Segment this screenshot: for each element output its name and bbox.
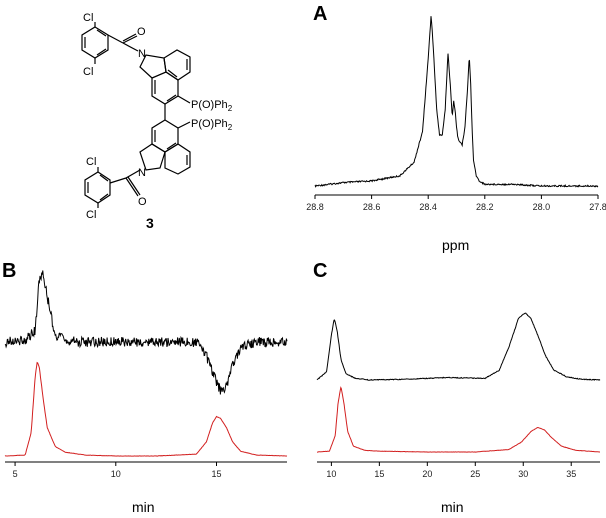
x-tick-label: 35 — [566, 469, 576, 479]
panel-b-x-axis-label: min — [132, 499, 155, 515]
x-tick-label: 10 — [111, 469, 121, 479]
panel-a-ticks: 28.8 28.6 28.4 28.2 28.0 27.8 — [306, 195, 606, 212]
panel-b-chromatogram: B 5 10 15 min — [2, 260, 288, 515]
upper-benzo-ring — [163, 49, 191, 81]
x-tick-label: 28.0 — [533, 202, 551, 212]
x-tick-label: 15 — [374, 469, 384, 479]
panel-b-uv-trace — [4, 361, 288, 457]
x-tick-label: 28.6 — [363, 202, 381, 212]
x-tick-label: 30 — [518, 469, 528, 479]
panel-b-ticks: 5 10 15 — [13, 462, 222, 479]
upper-aryl-ring — [81, 26, 109, 59]
panel-c-uv-trace — [317, 386, 600, 453]
x-tick-label: 5 — [13, 469, 18, 479]
oxygen-label: O — [138, 196, 147, 208]
panel-c-label: C — [313, 260, 327, 282]
panel-c-cd-trace — [316, 312, 601, 381]
panel-b-label: B — [2, 260, 16, 282]
phosphine-oxide-label: P(O)Ph2 — [191, 118, 233, 132]
x-tick-label: 10 — [326, 469, 336, 479]
compound-number: 3 — [146, 215, 154, 231]
cl-label: Cl — [83, 12, 93, 24]
lower-aryl-ring — [84, 171, 111, 204]
x-tick-label: 15 — [211, 469, 221, 479]
cl-label: Cl — [83, 66, 93, 78]
x-tick-label: 28.4 — [419, 202, 437, 212]
lower-benzo-second-ring — [164, 143, 191, 175]
cl-label: Cl — [86, 156, 96, 168]
panel-a-label: A — [313, 3, 327, 25]
upper-lower-ring — [151, 71, 179, 105]
cl-label: Cl — [86, 209, 96, 221]
panel-c-ticks: 10 15 20 25 30 35 — [326, 462, 576, 479]
structure-labels: Cl Cl O N P(O)Ph2 P(O)Ph2 N Cl Cl O 3 — [83, 12, 233, 231]
nitrogen-label: N — [138, 167, 146, 179]
panel-c-x-axis-label: min — [441, 499, 464, 515]
x-tick-label: 27.8 — [589, 202, 606, 212]
lower-isoindoline-ring — [139, 143, 166, 171]
panel-c-chromatogram: C 10 15 20 25 30 35 min — [313, 260, 601, 515]
panel-a-spectrum-line — [314, 16, 599, 188]
nitrogen-label: N — [138, 48, 146, 60]
panel-a-x-axis-label: ppm — [442, 237, 469, 253]
panel-b-cd-trace — [4, 270, 288, 395]
x-tick-label: 20 — [422, 469, 432, 479]
chemical-structure — [81, 22, 191, 208]
panel-a-nmr-spectrum: A 28.8 28.6 28.4 28.2 28.0 27.8 ppm — [306, 3, 606, 253]
x-tick-label: 28.2 — [476, 202, 494, 212]
oxygen-label: O — [137, 26, 146, 38]
phosphine-oxide-label: P(O)Ph2 — [191, 99, 233, 113]
x-tick-label: 28.8 — [306, 202, 324, 212]
x-tick-label: 25 — [470, 469, 480, 479]
lower-benzo-ring — [151, 119, 179, 153]
